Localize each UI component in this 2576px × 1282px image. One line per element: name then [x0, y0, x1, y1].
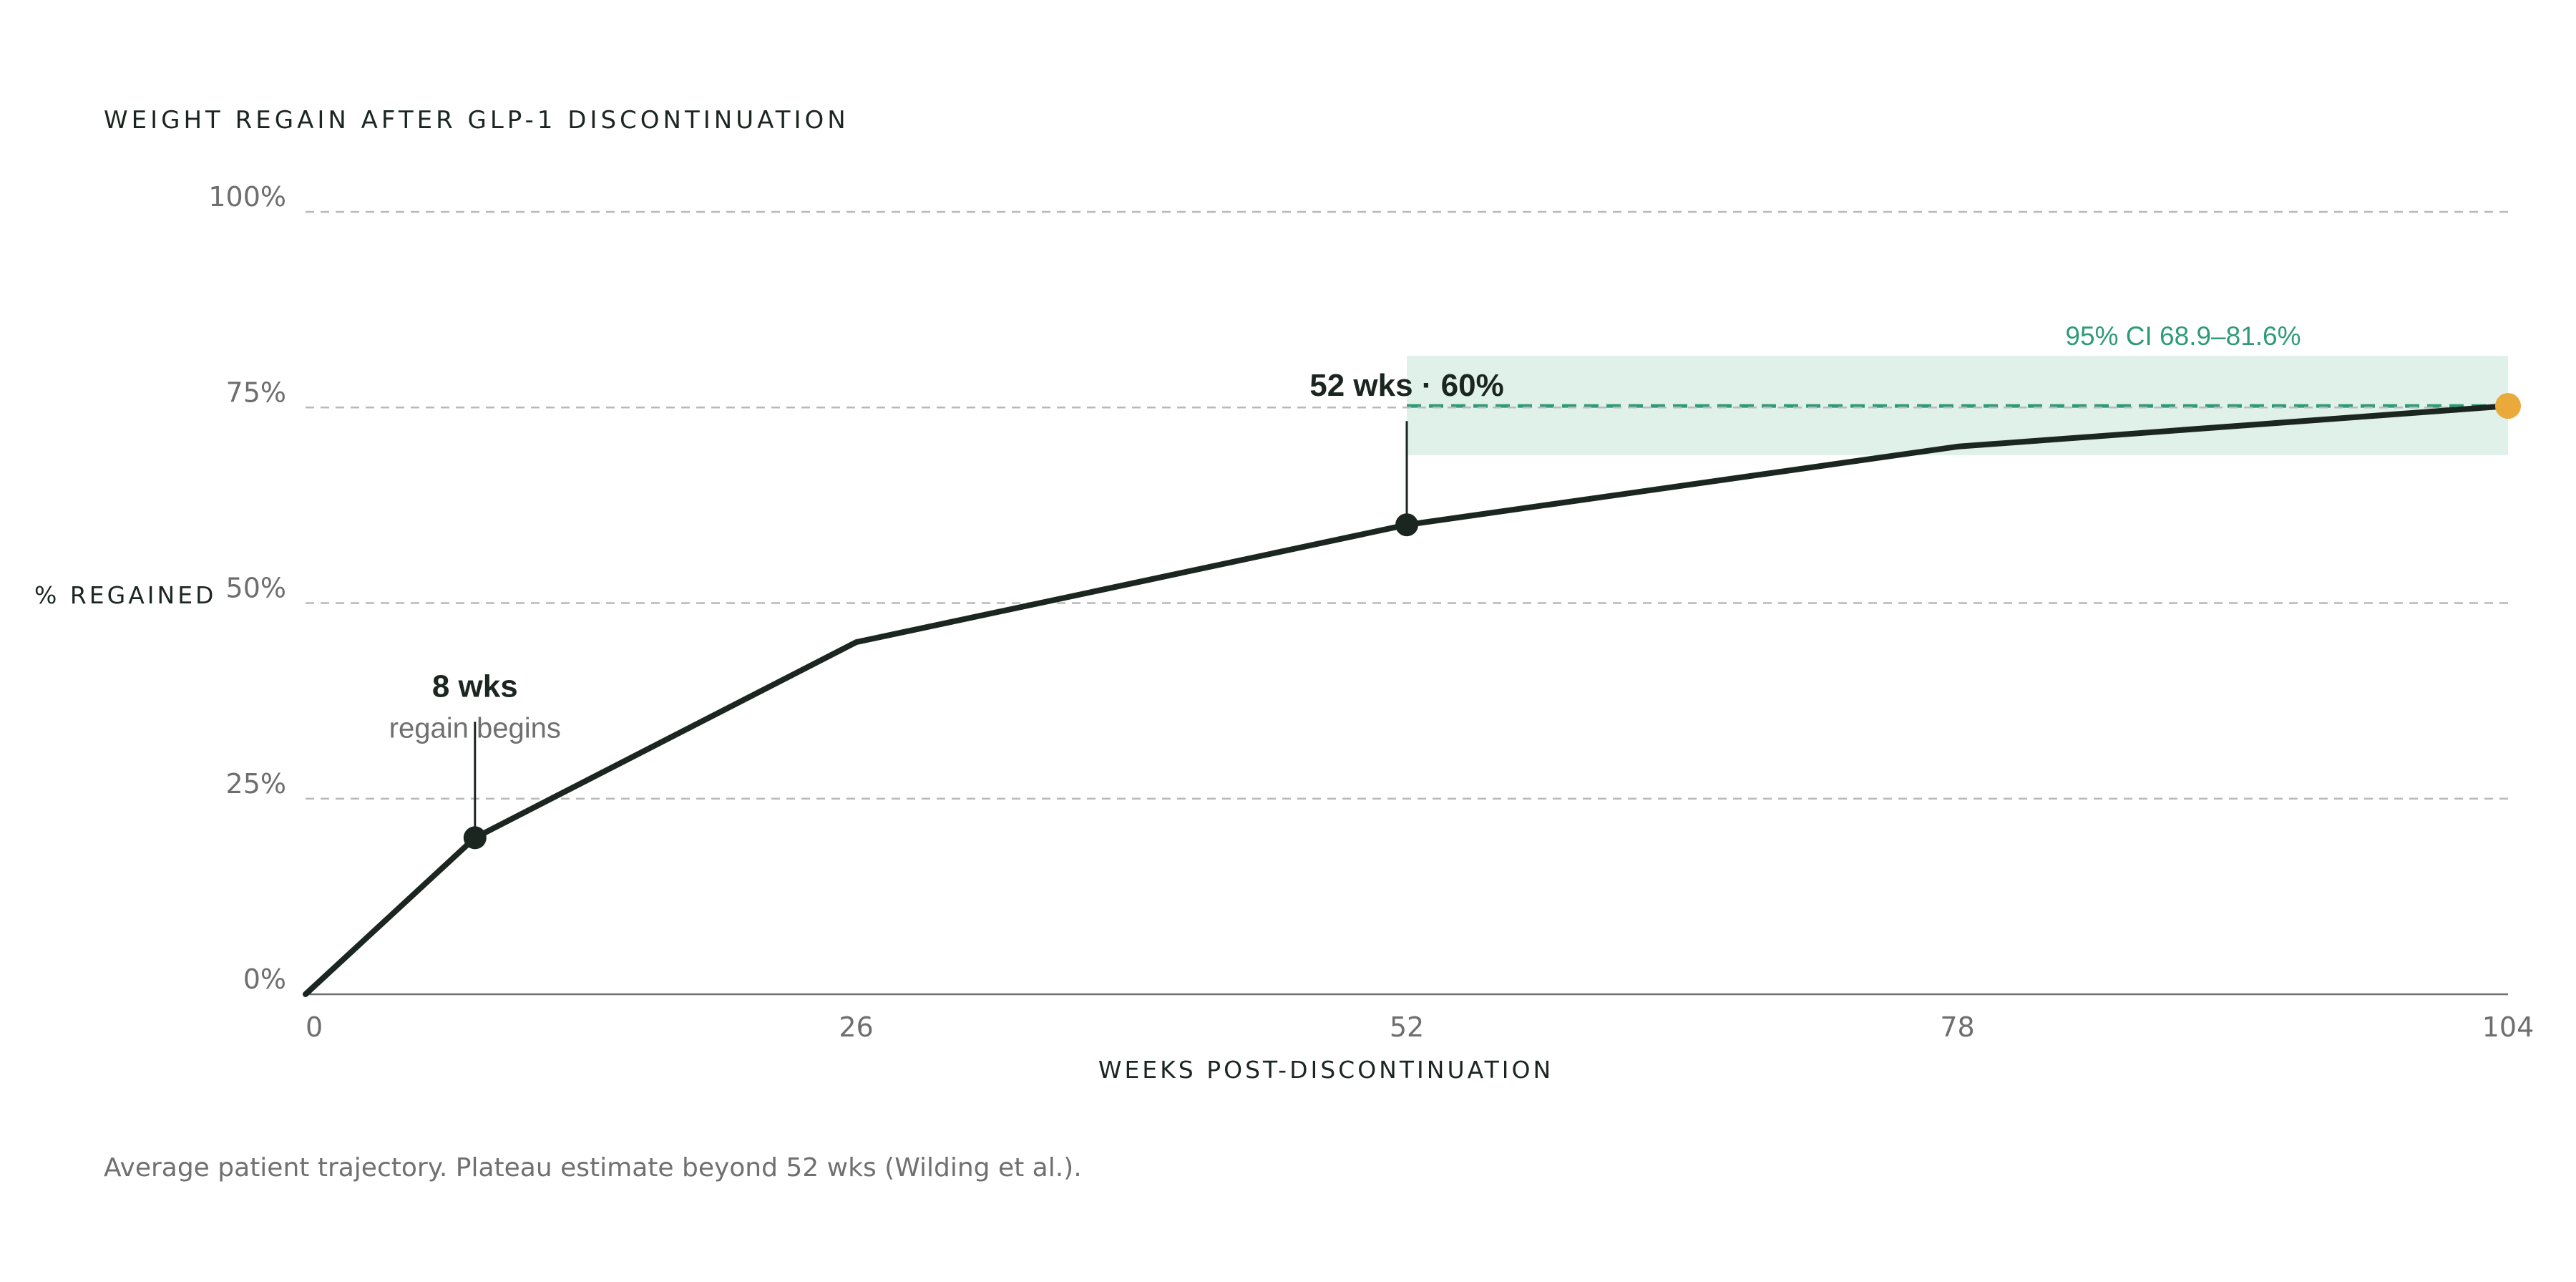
ci-layer [1407, 356, 2508, 455]
x-tick-label-52: 52 [1390, 1011, 1424, 1043]
footnote: Average patient trajectory. Plateau esti… [104, 1153, 1082, 1183]
annotation-label-8: 8 wks [432, 669, 518, 704]
endpoint-marker [2495, 393, 2521, 419]
y-tick-label-0: 0% [243, 963, 286, 995]
y-tick-label-25: 25% [226, 768, 286, 800]
x-axis-title: WEEKS POST-DISCONTINUATION [1098, 1056, 1553, 1084]
y-tick-label-100: 100% [208, 181, 286, 213]
annotation-label-52: 52 wks · 60% [1309, 368, 1504, 403]
x-tick-label-26: 26 [839, 1011, 873, 1043]
x-tick-label-0: 0 [306, 1011, 323, 1043]
annotation-sublabel-8: regain begins [389, 712, 561, 744]
annotation-layer: 95% CI 68.9–81.6% 8 wks regain begins 52 wk… [389, 321, 2521, 850]
y-tick-label-50: 50% [226, 573, 286, 604]
point-marker-8 [463, 826, 487, 850]
x-tick-label-78: 78 [1940, 1011, 1974, 1043]
series-layer [303, 403, 2511, 997]
y-axis-title: % REGAINED [34, 581, 216, 609]
grid-layer [306, 210, 2508, 996]
point-marker-52 [1395, 513, 1418, 537]
series-line [303, 403, 2511, 997]
tick-layer: 0% 25% 50% 75% 100% 0 26 52 78 104 [208, 181, 2534, 1043]
ci-label: 95% CI 68.9–81.6% [2065, 321, 2301, 351]
y-tick-label-75: 75% [226, 377, 286, 408]
chart-title: WEIGHT REGAIN AFTER GLP-1 DISCONTINUATIO… [104, 106, 849, 135]
x-tick-label-104: 104 [2482, 1011, 2534, 1043]
